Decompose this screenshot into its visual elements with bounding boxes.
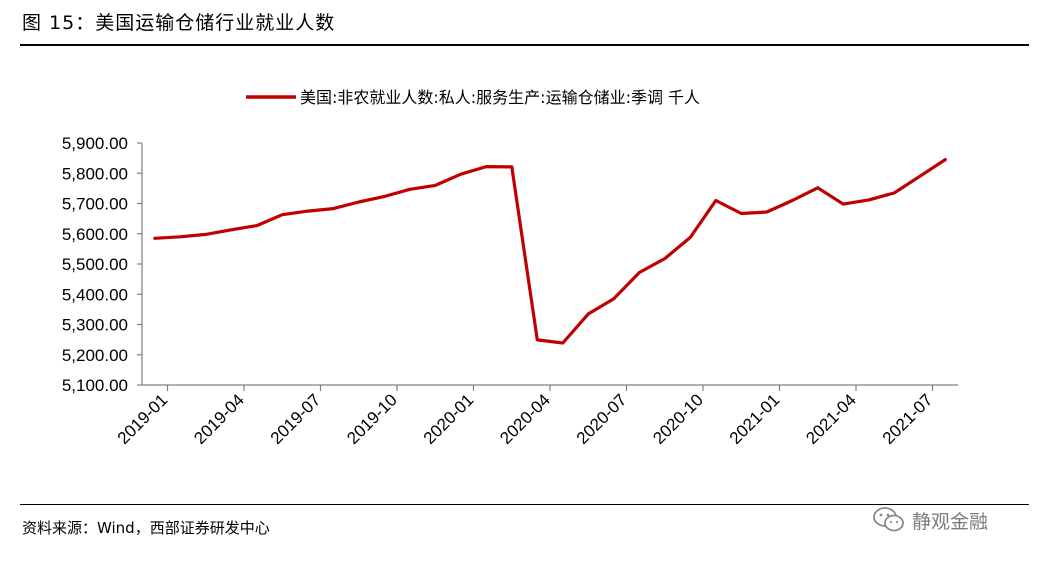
- legend: 美国:非农就业人数:私人:服务生产:运输仓储业:季调 千人: [246, 88, 700, 107]
- x-tick-label: 2019-04: [190, 390, 248, 448]
- x-tick-label: 2019-01: [114, 390, 172, 448]
- watermark-text: 静观金融: [912, 510, 989, 533]
- wechat-icon: [873, 507, 904, 532]
- x-tick-label: 2019-10: [343, 390, 401, 448]
- x-tick-label: 2021-07: [879, 390, 937, 448]
- y-tick-label: 5,700.00: [62, 195, 128, 214]
- source-note: 资料来源：Wind，西部证券研发中心: [22, 519, 270, 537]
- y-tick-label: 5,300.00: [62, 316, 128, 335]
- watermark: 静观金融: [872, 503, 988, 537]
- legend-label: 美国:非农就业人数:私人:服务生产:运输仓储业:季调 千人: [300, 88, 700, 107]
- x-tick-label: 2021-04: [802, 390, 860, 448]
- y-tick-label: 5,800.00: [62, 164, 128, 183]
- series-line: [153, 158, 947, 345]
- y-tick-label: 5,400.00: [62, 285, 128, 304]
- line-chart: 5,900.00 5,800.00 5,700.00 5,600.00 5,500.00…: [62, 88, 958, 448]
- y-tick-label: 5,200.00: [62, 346, 128, 365]
- footer-rule: [20, 504, 1029, 505]
- x-tick-label: 2020-07: [573, 390, 631, 448]
- x-tick-label: 2020-04: [496, 390, 554, 448]
- y-tick-label: 5,500.00: [62, 255, 128, 274]
- y-tick-label: 5,600.00: [62, 225, 128, 244]
- y-tick-label: 5,900.00: [62, 134, 128, 153]
- title-rule: [20, 44, 1029, 46]
- x-axis: 2019-01 2019-04 2019-07 2019-10 2020-01 2020-…: [114, 384, 958, 448]
- x-tick-label: 2020-10: [649, 390, 707, 448]
- series-layer: [153, 158, 947, 345]
- y-axis: 5,900.00 5,800.00 5,700.00 5,600.00 5,500.00…: [62, 134, 143, 395]
- y-tick-label: 5,100.00: [62, 376, 128, 395]
- figure-title: 图 15：美国运输仓储行业就业人数: [22, 12, 336, 34]
- x-tick-label: 2020-01: [420, 390, 478, 448]
- x-tick-label: 2019-07: [267, 390, 325, 448]
- x-tick-label: 2021-01: [726, 390, 784, 448]
